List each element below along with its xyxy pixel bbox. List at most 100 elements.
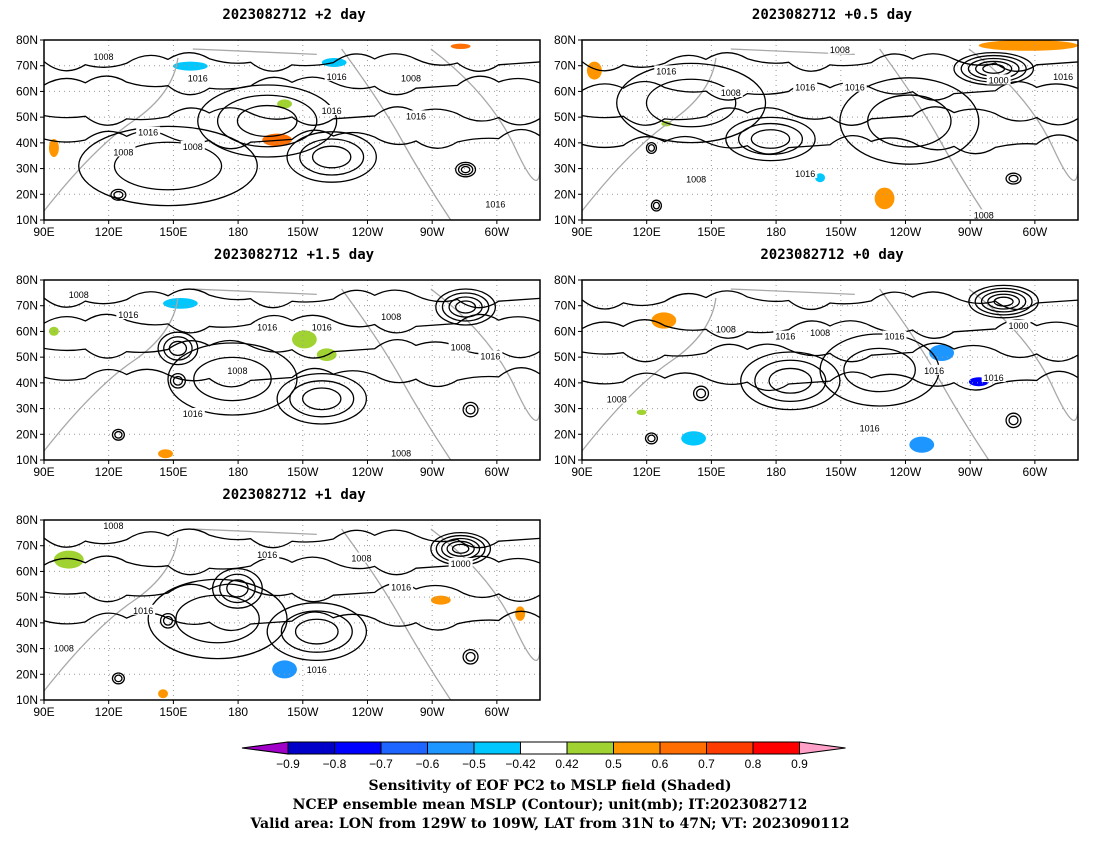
- lon-tick-label: 90W: [420, 465, 445, 479]
- lon-tick-label: 90E: [571, 465, 592, 479]
- colorbar-swatch-7: [566, 741, 614, 755]
- isobar-1: [582, 319, 1078, 339]
- lat-tick-label: 30N: [16, 642, 38, 656]
- closed-contour-2-0: [435, 288, 497, 326]
- closed-contour-5-1: [465, 651, 476, 662]
- lon-tick-label: 150W: [825, 225, 857, 239]
- contour-label: 1016: [391, 582, 411, 592]
- colorbar-swatch-4: [427, 741, 475, 755]
- lat-tick-label: 70N: [16, 59, 38, 73]
- colorbar-tick-label: 0.8: [745, 757, 762, 771]
- lat-tick-label: 40N: [16, 616, 38, 630]
- lon-tick-label: 90E: [571, 225, 592, 239]
- closed-contour-3-0: [211, 567, 263, 609]
- contour-label: 1016: [485, 200, 505, 210]
- closed-contour-3-1: [163, 336, 193, 361]
- coastline-0: [582, 57, 717, 212]
- sensitivity-shade-3: [277, 99, 292, 109]
- sensitivity-shade-1: [586, 61, 602, 80]
- lon-tick-label: 150W: [825, 465, 857, 479]
- coastline-3: [192, 528, 317, 536]
- closed-contour-2-1: [113, 141, 223, 191]
- sensitivity-shade-1: [292, 330, 317, 349]
- contour-label: 1016: [984, 373, 1004, 383]
- lat-tick-label: 20N: [16, 187, 38, 201]
- colorbar-tick-label: −0.5: [462, 757, 486, 771]
- lat-tick-label: 40N: [16, 376, 38, 390]
- contour-label: 1016: [188, 74, 208, 84]
- sensitivity-shade-4: [158, 689, 168, 699]
- lon-tick-label: 180: [228, 465, 248, 479]
- colorbar-tick-label: −0.9: [276, 757, 300, 771]
- lon-tick-label: 150W: [287, 465, 319, 479]
- lat-tick-label: 60N: [16, 564, 38, 578]
- contour-label: 1008: [716, 324, 736, 334]
- lon-tick-label: 120E: [95, 465, 123, 479]
- coastline-1: [879, 288, 990, 460]
- closed-contour-0-1: [299, 138, 365, 176]
- closed-contour-3-0: [455, 161, 477, 178]
- closed-contour-4-1: [162, 615, 174, 626]
- lat-tick-label: 80N: [16, 33, 38, 47]
- closed-contour-3-0: [953, 51, 1035, 86]
- panel-title-p0: 2023082712 +0 day: [760, 247, 904, 263]
- lon-tick-label: 150E: [697, 465, 725, 479]
- closed-contour-4-1: [647, 144, 656, 152]
- closed-contour-1-1: [193, 356, 272, 402]
- map-panel-p2: 1008 1016 1016 1008 1016 1016 1008 1016 1008 1016…: [16, 33, 541, 239]
- closed-contour-6-1: [114, 430, 123, 439]
- contour-label: 1016: [406, 111, 426, 121]
- lon-tick-label: 90E: [33, 465, 54, 479]
- colorbar-swatch-10: [706, 741, 754, 755]
- closed-contour-4-0: [110, 188, 127, 201]
- colorbar-tick-label: 0.5: [605, 757, 622, 771]
- closed-contour-2-0: [968, 284, 1039, 319]
- closed-contour-1-1: [216, 94, 318, 148]
- lat-tick-label: 80N: [554, 33, 576, 47]
- closed-contour-6-0: [650, 199, 663, 212]
- closed-contour-0-0: [276, 372, 368, 425]
- lat-tick-label: 70N: [16, 299, 38, 313]
- closed-contour-0-0: [725, 116, 816, 162]
- closed-contour-5-1: [1008, 174, 1019, 183]
- lat-tick-label: 30N: [554, 402, 576, 416]
- lon-tick-label: 150E: [159, 225, 187, 239]
- lon-tick-label: 180: [228, 225, 248, 239]
- colorbar-swatch-11: [752, 741, 800, 755]
- closed-contour-2-0: [839, 77, 980, 165]
- contour-label: 1000: [989, 75, 1009, 85]
- colorbar-swatch-1: [287, 741, 335, 755]
- lon-tick-label: 60W: [485, 225, 510, 239]
- lon-tick-label: 120E: [95, 705, 123, 719]
- coastline-0: [44, 537, 179, 692]
- closed-contour-2-2: [980, 290, 1027, 313]
- closed-contour-0-0: [266, 602, 368, 662]
- panel-title-p2: 2023082712 +2 day: [222, 7, 366, 23]
- isobar-2: [582, 342, 1078, 363]
- sensitivity-shade-1: [681, 431, 706, 446]
- contour-label: 1008: [391, 449, 411, 459]
- closed-contour-1-0: [197, 84, 338, 158]
- isobar-1: [44, 313, 540, 334]
- sensitivity-shade-0: [651, 312, 677, 329]
- panel-title-p15: 2023082712 +1.5 day: [213, 247, 375, 263]
- closed-contour-6-1: [652, 201, 661, 210]
- caption-line-1: Sensitivity of EOF PC2 to MSLP field (Sh…: [368, 778, 732, 794]
- contour-label: 1016: [860, 423, 880, 433]
- closed-contour-2-1: [867, 94, 952, 148]
- lat-tick-label: 80N: [554, 273, 576, 287]
- colorbar-tick-label: 0.6: [652, 757, 669, 771]
- contour-label: 1008: [351, 554, 371, 564]
- colorbar: −0.9 −0.8 −0.7 −0.6 −0.5 −0.42 0.42 0.5 0.6 0.7 0.…: [241, 741, 846, 771]
- colorbar-tick-label: −0.7: [369, 757, 393, 771]
- colorbar-tick-label: 0.42: [555, 757, 579, 771]
- lon-tick-label: 150W: [287, 705, 319, 719]
- closed-contour-2-1: [974, 287, 1033, 316]
- lat-tick-label: 50N: [554, 350, 576, 364]
- isobar-1: [44, 75, 540, 96]
- closed-contour-5-1: [647, 434, 656, 443]
- closed-contour-0-1: [754, 359, 827, 403]
- sensitivity-shade-3: [158, 449, 173, 459]
- lat-tick-label: 30N: [554, 162, 576, 176]
- coastline-0: [44, 297, 179, 452]
